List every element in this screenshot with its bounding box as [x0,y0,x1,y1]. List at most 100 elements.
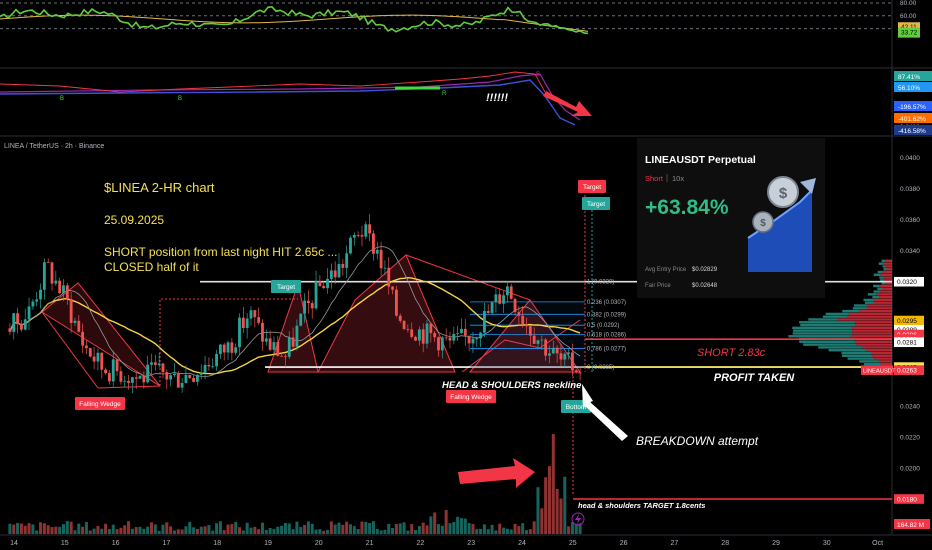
tag-target-2: Target [578,180,606,193]
price-badge-text: 0.0180 [897,496,917,503]
price-badge-text: 0.0320 [897,279,917,286]
rsi-badge [898,27,920,38]
price-pane[interactable]: LINEA / TetherUS · 2h · Binance 1 (0.0 [4,143,892,534]
osc-marker: S [536,72,540,78]
time-tick-label: 27 [671,540,679,547]
tag-falling-wedge-2: Falling Wedge [446,390,496,403]
symbol-badge-text: LINEAUSDT [863,369,896,375]
pnl-entry-label: Avg Entry Price [645,267,687,273]
svg-text:-401.62%: -401.62% [898,116,926,123]
svg-text:Falling Wedge: Falling Wedge [79,401,121,408]
price-badge [894,315,924,326]
svg-text:SHORT 2.83c: SHORT 2.83c [697,347,766,359]
tag-target-1: Target [271,280,301,293]
note-line-1: SHORT position from last night HIT 2.65c… [104,245,337,259]
pnl-fair-label: Fair Price [645,283,671,289]
pnl-leverage: 10x [672,174,684,183]
time-tick-label: 14 [10,540,18,547]
breakdown-label: BREAKDOWN attempt [636,434,759,448]
profit-label-box: PROFIT TAKEN [712,370,796,384]
price-badge [894,494,924,504]
time-tick-label: 17 [163,540,171,547]
svg-text:-196.57%: -196.57% [898,104,926,111]
price-badge-text: 0.0263 [897,368,917,375]
svg-text:$: $ [760,218,766,229]
price-tick-label: 0.0240 [900,403,920,410]
candlesticks [8,214,582,394]
short-label-box: SHORT 2.83c [695,345,767,359]
time-tick-label: 19 [264,540,272,547]
note-line-2: CLOSED half of it [104,260,199,274]
time-axis[interactable]: 14 15 16 17 18 19 20 21 22 23 24 25 26 27 28 29 30 Oct [0,534,932,547]
price-badge [894,276,924,287]
price-badge-text: 0.0295 [897,318,917,325]
time-tick-label: 29 [772,540,780,547]
price-badge-text: 0.0281 [897,340,917,347]
time-tick-label: 30 [823,540,831,547]
tag-falling-wedge-1: Falling Wedge [75,397,125,410]
osc-arrow [543,91,592,116]
pnl-fair-value: $0.02648 [692,283,718,289]
chart-title: $LINEA 2-HR chart [104,180,215,195]
fib-level-label: 0.5 (0.0292) [587,323,619,329]
time-tick-label: 23 [467,540,475,547]
time-tick-label: 20 [315,540,323,547]
pnl-card: LINEAUSDT Perpetual Short 10x +63.84% Av… [637,138,825,298]
exclaim-label: !!!!!! [486,92,508,104]
tag-target-3: Target [582,197,610,210]
price-tick-label: 0.0340 [900,248,920,255]
hs-target-label: head & shoulders TARGET 1.8cents [578,501,705,510]
price-tick-label: 0.0220 [900,434,920,441]
svg-text:87.41%: 87.41% [898,74,920,81]
ma-gray [9,246,581,377]
svg-text:Target: Target [583,184,601,191]
lightning-icon[interactable] [571,512,585,526]
price-axis[interactable]: 0.04200.04000.03800.03600.03400.02400.02… [861,124,930,529]
time-tick-label: 22 [417,540,425,547]
time-tick-label: 18 [213,540,221,547]
volume-bars [8,434,582,534]
price-tick-label: 0.0200 [900,465,920,472]
fib-level-label: 1 (0.0320) [587,280,614,286]
time-tick-label: 24 [518,540,526,547]
svg-text:Falling Wedge: Falling Wedge [450,394,492,401]
osc-marker: R [442,91,447,97]
svg-text:-416.58%: -416.58% [898,128,926,135]
rsi-ma-line [0,14,589,32]
osc-marker: B [60,96,64,102]
fib-level-label: 0.618 (0.0286) [587,332,626,338]
volume-badge [894,519,930,529]
pnl-title: LINEAUSDT Perpetual [645,154,756,166]
time-tick-label: 16 [112,540,120,547]
rsi-badge-text: 33.72 [901,30,918,37]
rsi-line [0,5,589,35]
pnl-roi: +63.84% [645,196,729,219]
breakdown-arrow [582,384,628,441]
symbol-header: LINEA / TetherUS · 2h · Binance [4,143,104,150]
price-badge [894,337,924,348]
svg-text:Target: Target [277,284,295,291]
svg-text:Bottom: Bottom [566,404,587,411]
neckline-label: HEAD & SHOULDERS neckline [442,380,582,391]
volume-badge-text: 164.82 M [897,522,924,529]
rsi-pane[interactable] [0,2,892,35]
osc-axis[interactable]: 87.41% 56.10% -196.57% -401.62% -416.58% [894,71,932,135]
chart-date: 25.09.2025 [104,213,164,227]
pnl-entry-value: $0.02829 [692,267,718,273]
time-tick-label: 28 [721,540,729,547]
oscillator-pane[interactable]: B B R S !!!!!! [0,71,592,126]
fib-level-label: 0.382 (0.0299) [587,312,626,318]
svg-text:PROFIT TAKEN: PROFIT TAKEN [714,372,796,384]
osc-line-blue [0,79,576,126]
price-tick-label: 0.0380 [900,186,920,193]
time-tick-label: 15 [61,540,69,547]
price-tick-label: 0.0360 [900,217,920,224]
osc-marker: B [178,96,182,102]
price-badge [894,365,924,375]
symbol-badge [861,365,893,375]
rsi-tick-label: 60.00 [900,13,917,20]
time-tick-label: 25 [569,540,577,547]
fib-level-label: 0.236 (0.0307) [587,300,626,306]
